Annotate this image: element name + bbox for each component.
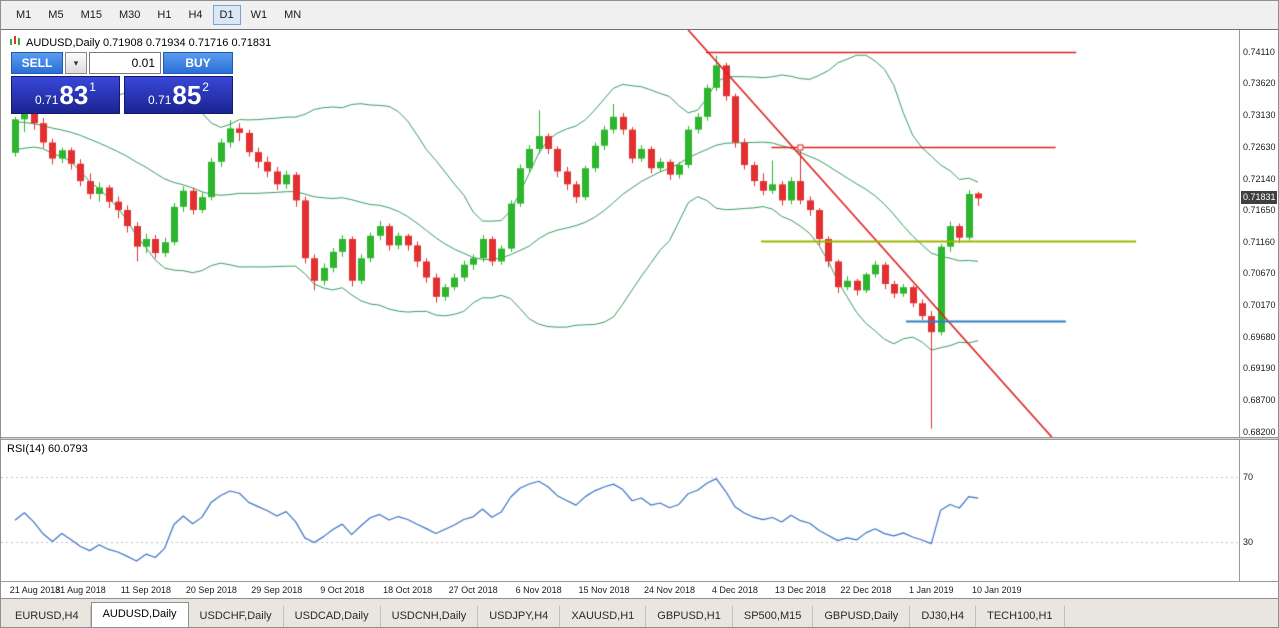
chart-area: AUDUSD,Daily 0.71908 0.71934 0.71716 0.7… bbox=[1, 29, 1278, 600]
current-price-badge: 0.71831 bbox=[1241, 191, 1277, 205]
chart-tab-usdchf-daily[interactable]: USDCHF,Daily bbox=[189, 606, 284, 627]
sell-price-pips: 83 bbox=[59, 80, 89, 110]
price-axis-label: 0.74110 bbox=[1243, 46, 1275, 57]
date-axis-label: 13 Dec 2018 bbox=[774, 585, 826, 595]
date-axis-label: 15 Nov 2018 bbox=[578, 585, 630, 595]
chart-tabs-bar: EURUSD,H4 AUDUSD,Daily USDCHF,Daily USDCAD,… bbox=[1, 598, 1278, 627]
chart-title: AUDUSD,Daily 0.71908 0.71934 0.71716 0.7… bbox=[26, 36, 272, 49]
lot-dropdown-button[interactable]: ▾ bbox=[65, 52, 87, 74]
timeframe-button-h1[interactable]: H1 bbox=[157, 9, 172, 21]
chevron-down-icon: ▾ bbox=[73, 57, 79, 68]
date-axis-label: 24 Nov 2018 bbox=[643, 585, 696, 595]
buy-price-main: 0.71 bbox=[148, 93, 172, 107]
timeframe-button-m30[interactable]: M30 bbox=[118, 9, 141, 21]
timeframe-button-mn[interactable]: MN bbox=[284, 9, 302, 21]
rsi-chart-canvas[interactable] bbox=[1, 440, 1240, 581]
timeframe-toolbar: M1 M5 M15 M30 H1 H4 D1 W1 MN bbox=[1, 1, 1278, 29]
chart-tab-tech100-h1[interactable]: TECH100,H1 bbox=[976, 606, 1065, 627]
price-axis-label: 0.69680 bbox=[1243, 331, 1276, 342]
date-axis-label: 27 Oct 2018 bbox=[448, 585, 498, 595]
buy-button[interactable]: BUY bbox=[163, 52, 233, 74]
pane-resize-divider[interactable] bbox=[1, 437, 1278, 440]
buy-price-display[interactable]: 0.71 85 2 bbox=[124, 76, 233, 114]
date-axis-label: 4 Dec 2018 bbox=[711, 585, 758, 595]
price-axis-label: 0.71160 bbox=[1243, 236, 1275, 247]
timeframe-button-w1[interactable]: W1 bbox=[250, 9, 268, 21]
chart-tab-sp500-m15[interactable]: SP500,M15 bbox=[733, 606, 814, 627]
lot-size-input[interactable] bbox=[89, 52, 161, 74]
chart-tab-usdjpy-h4[interactable]: USDJPY,H4 bbox=[478, 606, 561, 627]
price-pane: AUDUSD,Daily 0.71908 0.71934 0.71716 0.7… bbox=[1, 30, 1278, 437]
price-axis-label: 0.68700 bbox=[1243, 394, 1276, 405]
date-axis-label: 9 Oct 2018 bbox=[320, 585, 365, 595]
date-axis-label: 31 Aug 2018 bbox=[55, 585, 106, 595]
chart-tab-gbpusd-h1[interactable]: GBPUSD,H1 bbox=[646, 606, 733, 627]
rsi-level-label: 30 bbox=[1243, 537, 1254, 548]
chart-tab-gbpusd-daily[interactable]: GBPUSD,Daily bbox=[813, 606, 911, 627]
date-axis: 21 Aug 2018 31 Aug 2018 11 Sep 2018 20 Sep … bbox=[1, 581, 1278, 600]
one-click-trading-panel: SELL ▾ BUY 0.71 83 1 0.71 85 2 bbox=[11, 52, 233, 114]
buy-price-pips: 85 bbox=[172, 80, 202, 110]
timeframe-button-m1[interactable]: M1 bbox=[16, 9, 32, 21]
chart-icon bbox=[9, 35, 21, 50]
chart-tab-eurusd-h4[interactable]: EURUSD,H4 bbox=[4, 606, 91, 627]
rsi-axis: 70 30 bbox=[1239, 440, 1278, 581]
timeframe-button-d1[interactable]: D1 bbox=[212, 5, 241, 25]
timeframe-button-m15[interactable]: M15 bbox=[80, 9, 102, 21]
date-axis-label: 18 Oct 2018 bbox=[383, 585, 433, 595]
date-axis-label: 20 Sep 2018 bbox=[185, 585, 237, 595]
price-axis-label: 0.73130 bbox=[1243, 109, 1276, 120]
chart-tab-usdcnh-daily[interactable]: USDCNH,Daily bbox=[381, 606, 479, 627]
sell-price-sub: 1 bbox=[89, 80, 96, 94]
timeframe-button-h4[interactable]: H4 bbox=[188, 9, 203, 21]
date-axis-label: 11 Sep 2018 bbox=[120, 585, 172, 595]
date-axis-label: 29 Sep 2018 bbox=[251, 585, 303, 595]
price-axis-label: 0.70670 bbox=[1243, 268, 1276, 279]
rsi-level-label: 70 bbox=[1243, 472, 1254, 483]
rsi-indicator-label: RSI(14) 60.0793 bbox=[7, 443, 88, 455]
price-axis-label: 0.69190 bbox=[1243, 363, 1276, 374]
rsi-pane: RSI(14) 60.0793 70 30 bbox=[1, 440, 1278, 581]
chart-tab-audusd-daily[interactable]: AUDUSD,Daily bbox=[90, 602, 189, 627]
date-axis-label: 22 Dec 2018 bbox=[840, 585, 892, 595]
price-axis-label: 0.70170 bbox=[1243, 300, 1276, 311]
timeframe-button-m5[interactable]: M5 bbox=[48, 9, 64, 21]
price-axis-label: 0.68200 bbox=[1243, 426, 1276, 437]
buy-price-sub: 2 bbox=[202, 80, 209, 94]
price-axis-label: 0.72140 bbox=[1243, 173, 1276, 184]
sell-button[interactable]: SELL bbox=[11, 52, 63, 74]
chart-tab-xauusd-h1[interactable]: XAUUSD,H1 bbox=[560, 606, 647, 627]
date-axis-label: 1 Jan 2019 bbox=[909, 585, 954, 595]
date-axis-label: 6 Nov 2018 bbox=[515, 585, 562, 595]
date-axis-label: 10 Jan 2019 bbox=[971, 585, 1022, 595]
sell-price-display[interactable]: 0.71 83 1 bbox=[11, 76, 120, 114]
price-axis-label: 0.71650 bbox=[1243, 205, 1276, 216]
price-axis-label: 0.73620 bbox=[1243, 78, 1276, 89]
chart-tab-usdcad-daily[interactable]: USDCAD,Daily bbox=[284, 606, 381, 627]
date-axis-label: 21 Aug 2018 bbox=[9, 585, 61, 595]
chart-tab-dj30-h4[interactable]: DJ30,H4 bbox=[910, 606, 977, 627]
sell-price-main: 0.71 bbox=[35, 93, 59, 107]
chart-header: AUDUSD,Daily 0.71908 0.71934 0.71716 0.7… bbox=[9, 35, 271, 50]
price-axis: 0.71831 0.74110 0.73620 0.73130 0.72630 0.72… bbox=[1239, 30, 1278, 437]
price-axis-label: 0.72630 bbox=[1243, 142, 1276, 153]
